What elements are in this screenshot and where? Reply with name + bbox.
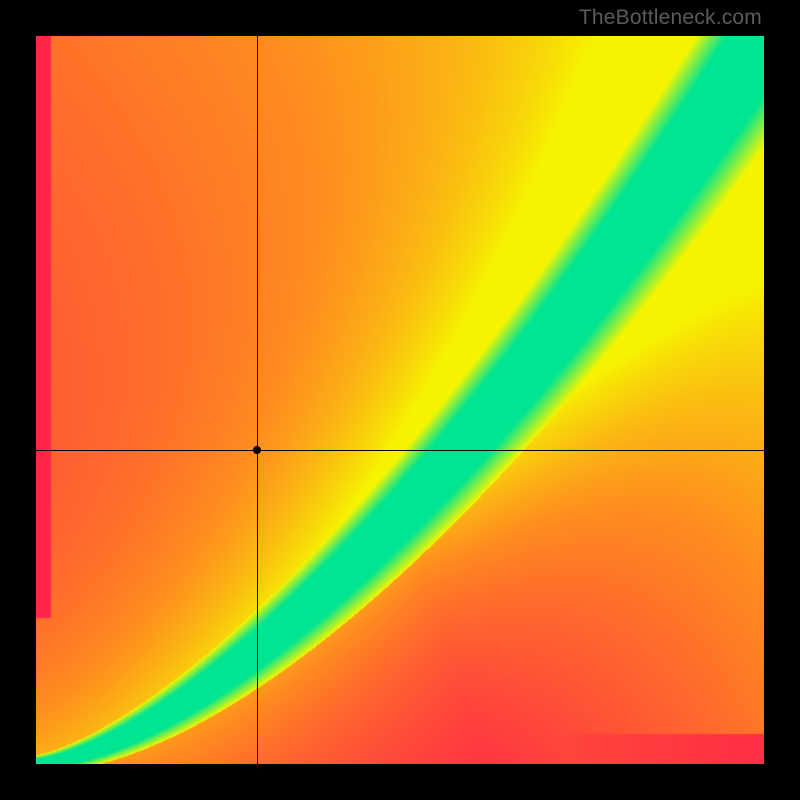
crosshair-horizontal <box>36 450 764 451</box>
crosshair-marker <box>253 446 261 454</box>
crosshair-vertical <box>257 36 258 764</box>
watermark: TheBottleneck.com <box>579 6 762 30</box>
heatmap-canvas <box>36 36 764 764</box>
heatmap-plot <box>36 36 764 764</box>
